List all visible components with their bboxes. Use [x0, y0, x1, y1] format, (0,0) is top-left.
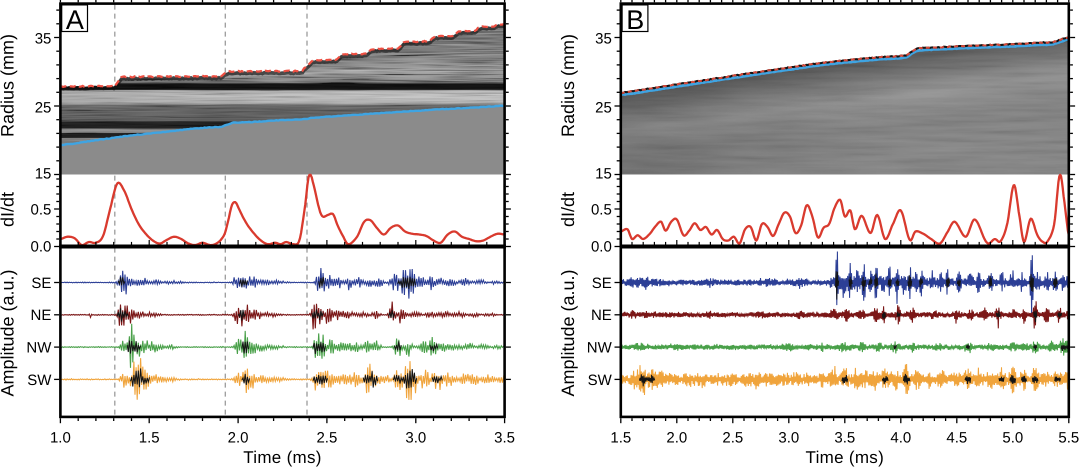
svg-text:NE: NE — [31, 307, 52, 324]
svg-text:Time (ms): Time (ms) — [243, 448, 322, 467]
svg-text:dI/dt: dI/dt — [0, 192, 18, 227]
svg-text:1.5: 1.5 — [610, 429, 631, 446]
svg-text:5.0: 5.0 — [1002, 429, 1023, 446]
svg-text:Radius (mm): Radius (mm) — [0, 34, 18, 137]
svg-text:Radius (mm): Radius (mm) — [558, 34, 578, 137]
svg-text:A: A — [66, 5, 84, 35]
svg-text:25: 25 — [595, 99, 612, 116]
svg-text:35: 35 — [595, 31, 612, 48]
svg-text:35: 35 — [35, 31, 52, 48]
svg-text:Time (ms): Time (ms) — [806, 448, 885, 467]
svg-text:Amplitude (a.u.): Amplitude (a.u.) — [558, 269, 578, 396]
svg-text:2.0: 2.0 — [228, 429, 249, 446]
svg-text:1.5: 1.5 — [139, 429, 160, 446]
svg-text:0.0: 0.0 — [31, 239, 52, 256]
svg-text:Amplitude (a.u.): Amplitude (a.u.) — [0, 269, 18, 396]
svg-text:NE: NE — [591, 307, 612, 324]
svg-text:0.5: 0.5 — [31, 201, 52, 218]
svg-text:SE: SE — [31, 275, 51, 292]
svg-text:0.0: 0.0 — [591, 239, 612, 256]
svg-text:1.0: 1.0 — [50, 429, 71, 446]
svg-text:4.5: 4.5 — [946, 429, 967, 446]
svg-text:SE: SE — [592, 275, 612, 292]
svg-text:25: 25 — [35, 99, 52, 116]
svg-text:SW: SW — [27, 372, 52, 389]
svg-text:2.5: 2.5 — [722, 429, 743, 446]
svg-text:15: 15 — [35, 165, 52, 182]
svg-text:3.5: 3.5 — [834, 429, 855, 446]
svg-text:3.0: 3.0 — [405, 429, 426, 446]
svg-text:5.5: 5.5 — [1058, 429, 1079, 446]
svg-text:B: B — [626, 5, 644, 35]
svg-text:3.0: 3.0 — [778, 429, 799, 446]
svg-text:0.5: 0.5 — [591, 201, 612, 218]
svg-text:2.0: 2.0 — [666, 429, 687, 446]
svg-text:15: 15 — [595, 165, 612, 182]
svg-text:3.5: 3.5 — [494, 429, 515, 446]
svg-text:dI/dt: dI/dt — [558, 192, 578, 227]
svg-text:4.0: 4.0 — [890, 429, 911, 446]
svg-text:NW: NW — [587, 340, 613, 357]
svg-text:2.5: 2.5 — [316, 429, 337, 446]
svg-text:SW: SW — [588, 372, 613, 389]
svg-text:NW: NW — [26, 340, 52, 357]
